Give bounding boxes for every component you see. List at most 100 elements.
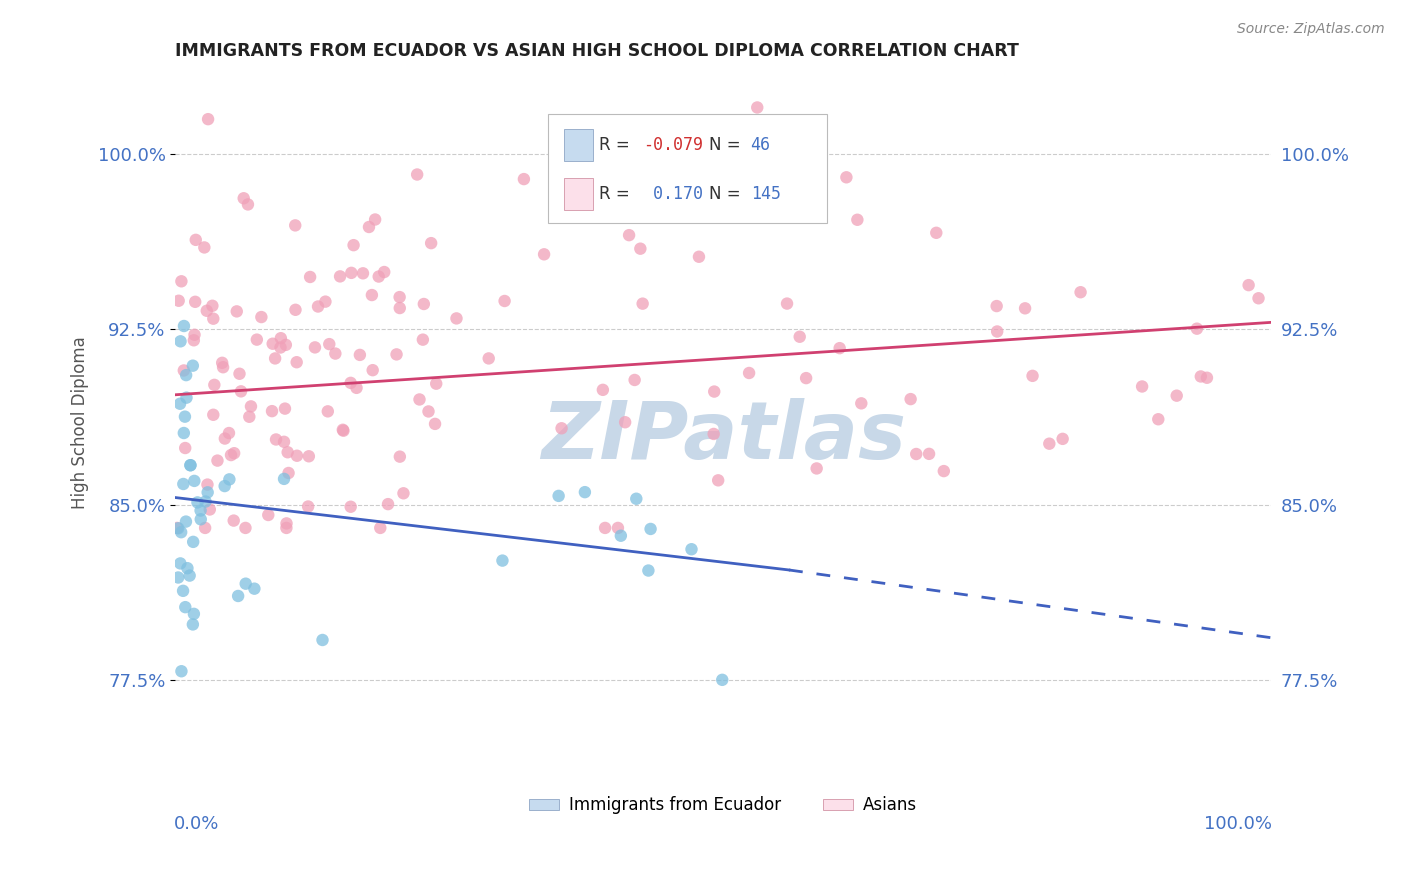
Point	[806, 461, 828, 475]
Point	[408, 392, 430, 407]
Point	[1189, 369, 1212, 384]
Point	[183, 333, 205, 347]
Point	[314, 294, 336, 309]
Point	[190, 503, 212, 517]
Point	[986, 325, 1008, 339]
Point	[194, 521, 217, 535]
Point	[446, 311, 468, 326]
Point	[179, 568, 201, 582]
Text: 0.170: 0.170	[643, 185, 703, 202]
Point	[835, 170, 858, 185]
Point	[304, 340, 326, 354]
Point	[614, 415, 637, 429]
Point	[738, 366, 761, 380]
Point	[1237, 278, 1260, 293]
Point	[174, 441, 197, 455]
Point	[412, 333, 434, 347]
Point	[392, 486, 415, 500]
Point	[406, 168, 429, 182]
Point	[181, 534, 204, 549]
Point	[197, 485, 219, 500]
Point	[201, 299, 224, 313]
Point	[707, 473, 730, 487]
Point	[377, 497, 399, 511]
Point	[918, 447, 941, 461]
Point	[828, 341, 851, 355]
Point	[260, 404, 283, 418]
Point	[641, 181, 664, 195]
Point	[360, 288, 382, 302]
Point	[179, 458, 201, 473]
Point	[688, 250, 710, 264]
Point	[1247, 291, 1270, 305]
Point	[607, 521, 630, 535]
Point	[274, 401, 297, 416]
Point	[550, 169, 572, 183]
Text: N =: N =	[709, 136, 745, 154]
Point	[550, 421, 572, 435]
Point	[207, 453, 229, 467]
Text: Source: ZipAtlas.com: Source: ZipAtlas.com	[1237, 22, 1385, 37]
Point	[167, 293, 190, 308]
Point	[316, 404, 339, 418]
Point	[174, 515, 197, 529]
Point	[385, 347, 408, 361]
Point	[243, 582, 266, 596]
Point	[932, 464, 955, 478]
Point	[420, 236, 443, 251]
Point	[637, 564, 659, 578]
Point	[190, 512, 212, 526]
Point	[307, 300, 329, 314]
Point	[412, 297, 434, 311]
Point	[174, 600, 197, 615]
Point	[617, 228, 640, 243]
Point	[339, 376, 361, 390]
Point	[228, 367, 250, 381]
Point	[172, 583, 194, 598]
Point	[592, 383, 614, 397]
Point	[250, 310, 273, 324]
Point	[361, 363, 384, 377]
Text: ZIPatlas: ZIPatlas	[541, 398, 905, 475]
Point	[239, 400, 262, 414]
Point	[197, 477, 219, 491]
Point	[623, 373, 645, 387]
Point	[1166, 389, 1188, 403]
Point	[494, 293, 516, 308]
Point	[846, 212, 869, 227]
Text: 46: 46	[751, 136, 770, 154]
Point	[610, 529, 633, 543]
Text: R =: R =	[599, 136, 636, 154]
Point	[173, 363, 195, 377]
Point	[640, 522, 662, 536]
Point	[298, 450, 321, 464]
Point	[179, 458, 201, 473]
Text: 0.0%: 0.0%	[174, 815, 219, 833]
Point	[262, 336, 284, 351]
Point	[478, 351, 501, 366]
Point	[851, 396, 873, 410]
Point	[574, 485, 596, 500]
Point	[423, 417, 446, 431]
Point	[186, 495, 208, 509]
Point	[246, 333, 269, 347]
Point	[235, 521, 257, 535]
Point	[273, 434, 295, 449]
Point	[491, 553, 513, 567]
Point	[703, 426, 725, 441]
Point	[264, 433, 287, 447]
Point	[270, 331, 292, 345]
Point	[284, 302, 307, 317]
FancyBboxPatch shape	[548, 114, 827, 223]
Point	[218, 425, 240, 440]
Point	[214, 479, 236, 493]
Point	[274, 338, 297, 352]
Point	[349, 348, 371, 362]
Point	[183, 474, 205, 488]
Point	[238, 409, 260, 424]
Point	[224, 446, 246, 460]
Point	[183, 607, 205, 621]
Point	[174, 368, 197, 383]
Point	[184, 233, 207, 247]
Point	[285, 355, 308, 369]
